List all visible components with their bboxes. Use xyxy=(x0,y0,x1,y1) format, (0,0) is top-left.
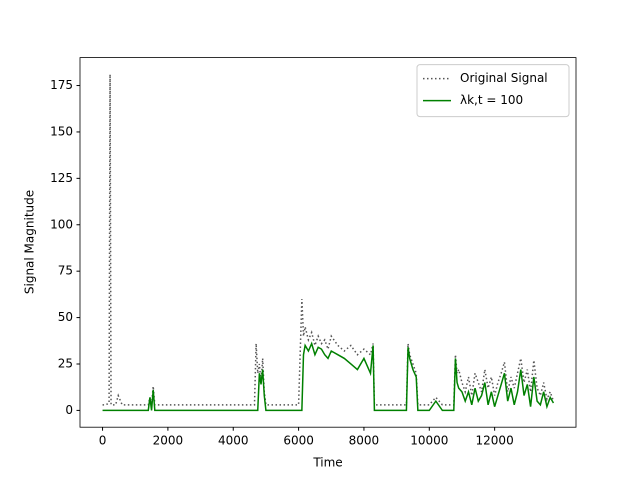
x-tick-label: 2000 xyxy=(153,434,184,448)
plot-frame xyxy=(79,57,577,428)
x-tick-label: 8000 xyxy=(349,434,380,448)
x-tick-label: 0 xyxy=(99,434,107,448)
legend-label: Original Signal xyxy=(460,71,548,85)
legend-box xyxy=(416,64,570,118)
y-tick-label: 150 xyxy=(50,124,73,138)
y-tick-label: 100 xyxy=(50,217,73,231)
series-line xyxy=(102,74,555,406)
y-tick-label: 50 xyxy=(58,310,73,324)
legend-label: λk,t = 100 xyxy=(460,93,523,107)
x-tick-label: 12000 xyxy=(476,434,514,448)
y-tick-label: 175 xyxy=(50,78,73,92)
y-axis-label: Signal Magnitude xyxy=(23,190,37,294)
x-axis-label: Time xyxy=(312,456,342,470)
x-tick-label: 6000 xyxy=(283,434,314,448)
y-tick-label: 0 xyxy=(65,403,73,417)
y-tick-label: 75 xyxy=(58,264,73,278)
y-tick-label: 125 xyxy=(50,171,73,185)
x-tick-label: 10000 xyxy=(410,434,448,448)
series-line xyxy=(102,341,555,412)
y-tick-label: 25 xyxy=(58,356,73,370)
x-tick-label: 4000 xyxy=(218,434,249,448)
